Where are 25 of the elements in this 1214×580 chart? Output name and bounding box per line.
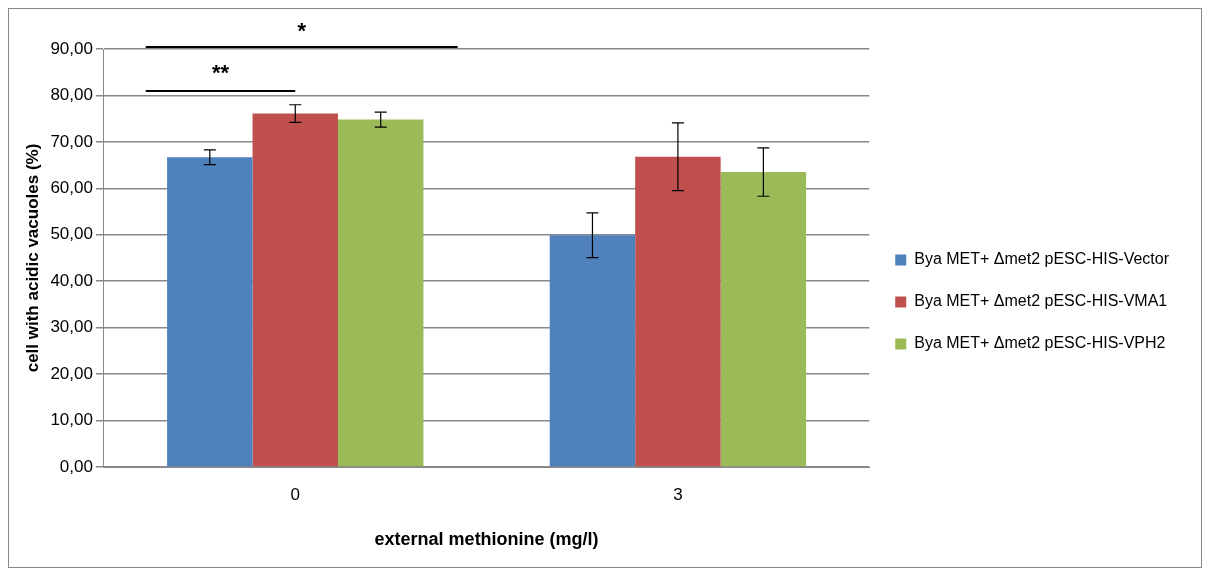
y-tick-label: 40,00	[50, 270, 93, 290]
legend-label: Bya MET+ Δmet2 pESC-HIS-VMA1	[914, 292, 1168, 310]
bar	[635, 156, 721, 467]
y-tick-label: 10,00	[50, 410, 93, 430]
y-tick-label: 20,00	[50, 363, 93, 383]
x-axis-title: external methionine (mg/l)	[374, 529, 599, 550]
y-tick-label: 30,00	[50, 317, 93, 337]
bar	[337, 119, 424, 467]
y-tick-label: 60,00	[50, 178, 93, 198]
bar	[167, 157, 253, 467]
legend-label: Bya MET+ Δmet2 pESC-HIS-VPH2	[914, 334, 1166, 352]
x-tick-label: 0	[290, 484, 300, 504]
bar	[252, 113, 338, 467]
y-axis-title: cell with acidic vacuoles (%)	[22, 143, 42, 373]
x-tick-label: 3	[673, 484, 683, 504]
y-tick-label: 70,00	[50, 131, 93, 151]
y-tick-label: 80,00	[50, 85, 93, 105]
y-tick-label: 90,00	[50, 38, 93, 58]
bar	[549, 235, 636, 467]
annotation: **	[211, 60, 230, 86]
bar	[720, 172, 807, 467]
y-tick-label: 0,00	[59, 456, 93, 476]
legend-label: Bya MET+ Δmet2 pESC-HIS-Vector	[914, 250, 1170, 268]
y-tick-label: 50,00	[50, 224, 93, 244]
text: *	[297, 18, 307, 44]
